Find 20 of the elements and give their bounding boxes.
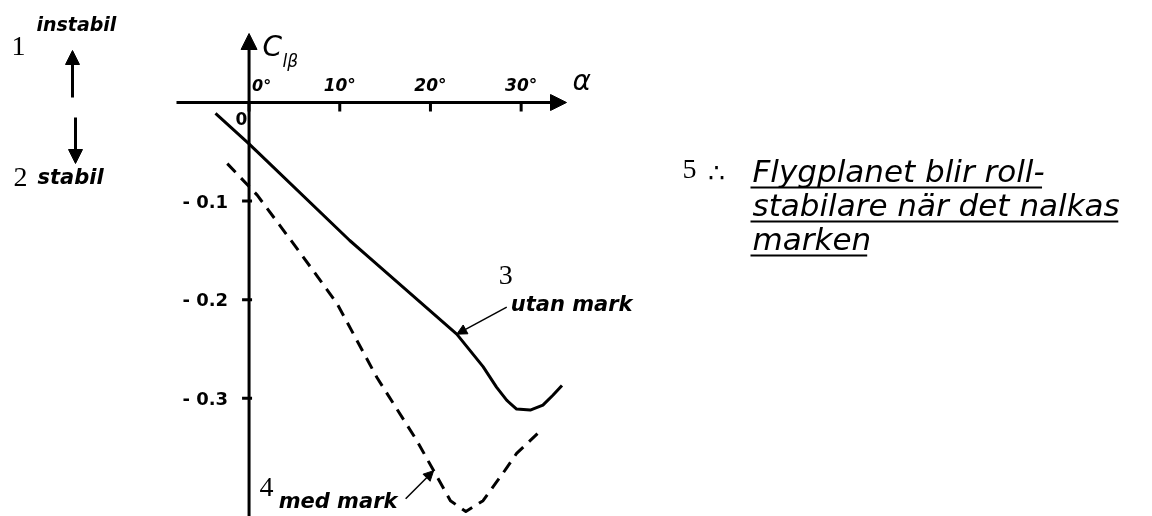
y-tick-label: - 0.3 xyxy=(182,387,229,409)
y-tick-label: - 0.1 xyxy=(182,190,229,212)
annotation: 0 xyxy=(235,109,248,129)
y-tick-label: - 0.2 xyxy=(182,289,229,311)
x-tick-label: 10° xyxy=(323,74,356,95)
text: ∴ xyxy=(708,157,725,188)
x-tick-label: 0° xyxy=(252,75,272,95)
x-tick-label: 20° xyxy=(414,74,447,95)
text: 1 xyxy=(11,29,26,61)
series-label: med mark xyxy=(278,488,400,513)
text: stabil xyxy=(37,164,105,189)
annotation: 4 xyxy=(259,470,274,502)
text: 2 xyxy=(13,160,28,192)
text: utan mark xyxy=(510,292,635,317)
x-tick-label: 30° xyxy=(505,74,538,95)
text: Flygplanet blir roll- stabilare när det nalkas marken xyxy=(752,152,1120,257)
annotation: 3 xyxy=(498,259,513,291)
text: instabil xyxy=(36,12,117,35)
text: 5 xyxy=(682,152,697,184)
x-axis-title: α xyxy=(572,64,592,97)
